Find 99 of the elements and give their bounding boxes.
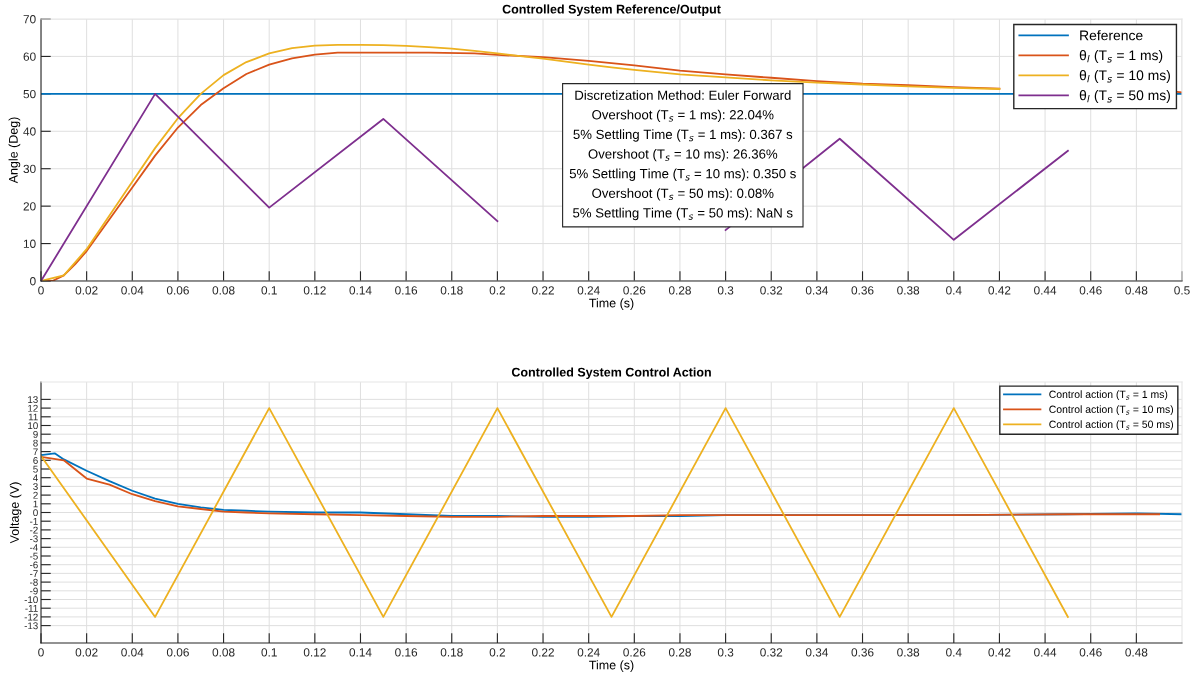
y-axis-title: Angle (Deg) bbox=[8, 117, 21, 184]
x-tick-label: 0.32 bbox=[760, 286, 783, 295]
x-tick-label: 0.36 bbox=[851, 648, 874, 657]
x-tick-label: 0.34 bbox=[805, 648, 829, 657]
x-tick-label: 0.2 bbox=[489, 286, 506, 295]
y-tick-label: 60 bbox=[23, 52, 36, 61]
x-tick-label: 0.38 bbox=[897, 648, 920, 657]
y-tick-label: 1 bbox=[33, 500, 38, 508]
y-tick-label: -10 bbox=[24, 596, 38, 604]
legend-label: Control action (T$_{s}$ = 10 ms) bbox=[1049, 405, 1174, 416]
y-tick-label: 7 bbox=[33, 448, 38, 456]
legend-label: θ$_{l}$ (T$_{s}$ = 10 ms) bbox=[1079, 70, 1170, 83]
y-tick-label: -3 bbox=[30, 535, 38, 543]
x-tick-label: 0.12 bbox=[303, 648, 326, 657]
x-tick-label: 0.3 bbox=[717, 648, 734, 657]
x-tick-label: 0.4 bbox=[946, 648, 962, 657]
y-tick-label: 13 bbox=[28, 396, 38, 404]
x-tick-label: 0.36 bbox=[851, 286, 874, 295]
x-tick-label: 0.06 bbox=[166, 648, 189, 657]
y-tick-label: 70 bbox=[23, 15, 36, 24]
y-tick-label: 6 bbox=[33, 457, 38, 464]
legend-label: θ$_{l}$ (T$_{s}$ = 50 ms) bbox=[1079, 90, 1170, 103]
y-tick-label: 40 bbox=[23, 127, 36, 136]
legend-label: Control action (T$_{s}$ = 1 ms) bbox=[1049, 390, 1168, 401]
x-tick-label: 0.02 bbox=[75, 286, 98, 295]
text: Discretization Method: Euler Forward Overshoot (T$_{s}$ = 1 ms): 22.04% 5% Settling Time (T$_{s}$ = 1 ms): 0.367 s Overshoot (T$_{s}$ = 10 ms): 26.36% 5% Settling Time (T$_{s}$ = 10 ms): 0.350 s Overshoot (T$_{s}$ = 50 ms): 0.08% 5% Settling Time (T$_{s}$ = 50 ms): NaN s bbox=[569, 90, 796, 221]
x-tick-label: 0.34 bbox=[805, 286, 829, 295]
line-series bbox=[41, 43, 1001, 281]
x-tick-label: 0.3 bbox=[717, 286, 734, 295]
x-axis-title: Time (s) bbox=[589, 298, 634, 310]
x-tick-label: 0.14 bbox=[349, 286, 372, 295]
chart-title: Controlled System Reference/Output bbox=[502, 4, 721, 17]
x-tick-label: 0.18 bbox=[440, 286, 463, 295]
y-tick-label: -11 bbox=[25, 605, 38, 612]
y-tick-label: -8 bbox=[30, 578, 38, 586]
y-tick-label: 20 bbox=[23, 202, 36, 211]
y-tick-label: 0 bbox=[33, 509, 38, 517]
y-tick-label: -7 bbox=[30, 570, 38, 577]
x-tick-label: 0.44 bbox=[1034, 648, 1057, 657]
legend-label: Reference bbox=[1080, 30, 1143, 41]
y-tick-label: 0 bbox=[30, 277, 36, 286]
legend-label: θ$_{l}$ (T$_{s}$ = 1 ms) bbox=[1079, 50, 1163, 63]
x-tick-label: 0.08 bbox=[212, 286, 235, 295]
x-tick-label: 0.46 bbox=[1079, 648, 1102, 657]
y-tick-label: -9 bbox=[30, 587, 38, 595]
y-tick-label: -12 bbox=[24, 613, 38, 621]
x-tick-label: 0.02 bbox=[75, 648, 98, 657]
x-tick-label: 0.1 bbox=[261, 286, 277, 295]
y-tick-label: 30 bbox=[23, 164, 36, 174]
x-tick-label: 0.06 bbox=[166, 286, 189, 295]
x-tick-label: 0.16 bbox=[395, 648, 418, 657]
x-tick-label: 0.42 bbox=[988, 286, 1011, 295]
x-tick-label: 0.38 bbox=[897, 286, 920, 295]
y-tick-label: 50 bbox=[23, 89, 36, 99]
legend-label: Control action (T$_{s}$ = 50 ms) bbox=[1049, 420, 1174, 431]
y-tick-label: -13 bbox=[24, 622, 38, 630]
x-tick-label: 0.42 bbox=[988, 648, 1011, 657]
y-tick-label: 9 bbox=[33, 430, 38, 438]
x-tick-label: 0.48 bbox=[1125, 648, 1148, 657]
x-tick-label: 0.04 bbox=[121, 286, 144, 295]
x-tick-label: 0.32 bbox=[760, 648, 783, 657]
x-tick-label: 0.24 bbox=[577, 648, 600, 657]
x-tick-label: 0.26 bbox=[623, 286, 646, 295]
x-tick-label: 0.5 bbox=[1174, 286, 1190, 295]
x-tick-label: 0.18 bbox=[440, 648, 463, 657]
y-tick-label: 8 bbox=[33, 439, 38, 447]
x-tick-label: 0.48 bbox=[1125, 286, 1148, 295]
x-tick-label: 0.14 bbox=[349, 648, 372, 657]
x-tick-label: 0.26 bbox=[623, 648, 646, 657]
x-tick-label: 0.12 bbox=[303, 286, 326, 295]
y-tick-label: 11 bbox=[28, 413, 38, 421]
x-tick-label: 0.1 bbox=[261, 648, 277, 657]
x-tick-label: 0.16 bbox=[395, 286, 418, 295]
y-tick-label: 3 bbox=[33, 483, 38, 491]
y-tick-label: 2 bbox=[33, 491, 38, 499]
y-tick-label: -5 bbox=[30, 552, 38, 560]
chart-title: Controlled System Control Action bbox=[511, 367, 711, 380]
x-tick-label: 0.22 bbox=[532, 286, 554, 295]
x-tick-label: 0.08 bbox=[212, 648, 235, 657]
x-tick-label: 0.44 bbox=[1034, 286, 1057, 295]
y-tick-label: 12 bbox=[28, 404, 38, 412]
y-tick-label: -2 bbox=[30, 526, 38, 534]
x-tick-label: 0.28 bbox=[668, 648, 691, 657]
y-tick-label: -4 bbox=[30, 544, 38, 551]
x-tick-label: 0.4 bbox=[946, 286, 962, 295]
y-tick-label: -6 bbox=[30, 561, 38, 569]
y-tick-label: -1 bbox=[30, 518, 38, 525]
y-tick-label: 10 bbox=[23, 239, 36, 248]
y-tick-label: 10 bbox=[28, 422, 38, 430]
y-axis-title: Voltage (V) bbox=[9, 482, 22, 544]
x-axis-title: Time (s) bbox=[589, 660, 634, 672]
x-tick-label: 0.22 bbox=[532, 648, 554, 657]
y-tick-label: 4 bbox=[33, 474, 38, 482]
x-tick-label: 0.28 bbox=[668, 286, 691, 295]
x-tick-label: 0.24 bbox=[577, 286, 600, 295]
y-tick-label: 5 bbox=[33, 465, 38, 473]
x-tick-label: 0.46 bbox=[1079, 286, 1102, 295]
x-tick-label: 0.2 bbox=[489, 648, 506, 657]
x-tick-label: 0.04 bbox=[121, 648, 144, 657]
